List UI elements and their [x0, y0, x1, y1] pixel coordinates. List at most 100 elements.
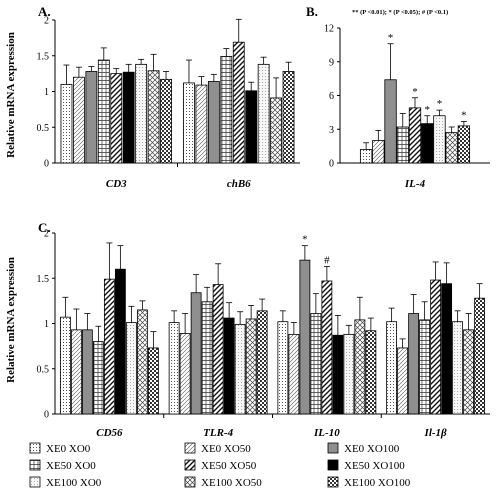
bar-xe0-xo50: [397, 347, 409, 415]
significance-note: ** (P <0.01); * (P <0.05); # (P <0.1): [352, 9, 448, 16]
significance-mark: *: [424, 104, 430, 116]
bar-xe100-xo100: [474, 297, 486, 415]
bar-xe0-xo0: [183, 82, 195, 164]
bar-xe100-xo0: [135, 63, 148, 164]
bar-xe50-xo50: [103, 278, 115, 415]
legend-swatch: [184, 459, 196, 471]
bar-xe0-xo100: [81, 329, 93, 415]
bar-xe50-xo100: [245, 90, 258, 164]
bar-xe50-xo50: [321, 280, 333, 415]
bar-xe0-xo0: [386, 321, 398, 415]
bar-xe50-xo0: [220, 56, 233, 164]
y-tick-label: 0.5: [37, 364, 50, 375]
bar-xe100-xo50: [147, 70, 160, 164]
bar-xe0-xo0: [59, 316, 71, 415]
bar-xe0-xo0: [359, 149, 373, 164]
bar-xe0-xo50: [70, 329, 82, 415]
category-label: IL-10: [313, 427, 340, 439]
bar-xe100-xo50: [445, 132, 458, 164]
legend-label: XE100 XO50: [201, 477, 262, 489]
bar-xe0-xo0: [277, 321, 289, 415]
bar-xe50-xo50: [212, 284, 224, 415]
significance-mark: *: [388, 32, 394, 44]
bar-xe100-xo100: [282, 71, 295, 164]
panel-c-ylabel: Relative mRNA expression: [5, 257, 17, 383]
legend-label: XE0 XO50: [201, 443, 251, 455]
panel-a-letter: A.: [38, 4, 51, 19]
y-tick-label: 0: [44, 410, 49, 421]
bar-xe100-xo50: [354, 319, 366, 415]
significance-mark: *: [461, 109, 467, 121]
bar-xe0-xo100: [299, 259, 311, 415]
y-tick-label: 6: [329, 91, 334, 102]
panel-c-letter: C.: [38, 220, 51, 235]
legend-swatch: [184, 476, 196, 488]
bar-xe0-xo100: [85, 71, 98, 164]
legend-swatch: [327, 476, 339, 488]
bar-xe50-xo100: [122, 71, 135, 164]
panel-a: 0 0.5 1 1.5 2 CD3 chB6: [37, 16, 300, 190]
category-label: CD3: [106, 178, 127, 190]
bar-xe50-xo0: [201, 301, 213, 415]
significance-mark: *: [437, 98, 443, 110]
bar-xe50-xo100: [332, 334, 344, 415]
bar-xe100-xo0: [343, 333, 355, 415]
bar-xe50-xo50: [408, 107, 422, 164]
legend-label: XE50 XO50: [201, 460, 257, 472]
legend-label: XE50 XO0: [46, 460, 96, 472]
bar-xe50-xo100: [441, 283, 453, 415]
y-tick-label: 1: [44, 87, 49, 98]
bar-xe0-xo50: [73, 76, 85, 164]
bar-xe50-xo50: [232, 41, 245, 164]
legend-label: XE0 XO0: [46, 443, 91, 455]
bar-xe100-xo0: [234, 324, 246, 415]
y-tick-label: 12: [324, 24, 334, 35]
legend-label: XE100 XO100: [344, 477, 411, 489]
bar-xe100-xo50: [136, 309, 148, 415]
bar-xe100-xo100: [147, 347, 159, 415]
y-tick-label: 0: [44, 159, 49, 170]
bar-xe0-xo100: [190, 292, 202, 415]
legend-label: XE50 XO100: [344, 460, 405, 472]
y-tick-label: 2: [44, 229, 49, 240]
bar-xe50-xo0: [310, 313, 322, 415]
bar-xe0-xo100: [384, 79, 397, 164]
bar-xe50-xo50: [430, 279, 442, 415]
bar-xe50-xo0: [97, 59, 110, 164]
bar-xe0-xo50: [288, 333, 300, 415]
bar-xe100-xo0: [257, 63, 270, 164]
bar-xe50-xo0: [92, 341, 104, 415]
panel-b: 0 3 6 9 12 * * * * * IL-4: [324, 24, 490, 190]
bar-xe100-xo100: [160, 78, 172, 164]
legend-swatch: [327, 459, 339, 471]
category-label: chB6: [227, 178, 251, 190]
bar-xe0-xo100: [408, 313, 420, 415]
bar-xe0-xo50: [179, 333, 191, 415]
bar-xe100-xo50: [245, 318, 257, 415]
y-tick-label: 2: [44, 16, 49, 27]
bar-xe50-xo100: [223, 317, 235, 415]
legend-label: XE100 XO0: [46, 477, 102, 489]
category-label: IL-4: [404, 178, 426, 190]
bar-xe100-xo100: [365, 330, 377, 415]
y-tick-label: 1.5: [37, 274, 50, 285]
bar-xe0-xo0: [168, 322, 180, 415]
significance-mark: *: [302, 234, 308, 246]
bar-xe100-xo100: [457, 125, 471, 164]
y-tick-label: 9: [329, 57, 334, 68]
panel-b-letter: B.: [306, 4, 318, 19]
bar-xe0-xo100: [207, 81, 220, 164]
panel-c: 0 0.5 1 1.5 2 CD56 TLR-4 * # IL-10 Il-1β: [37, 229, 490, 439]
legend-swatch: [29, 476, 41, 488]
bar-xe100-xo0: [452, 321, 464, 415]
bar-xe50-xo0: [396, 126, 409, 164]
y-tick-label: 3: [329, 125, 334, 136]
category-label: Il-1β: [424, 427, 448, 439]
bar-xe50-xo50: [110, 73, 123, 164]
category-label: CD56: [96, 427, 123, 439]
bar-xe50-xo100: [114, 268, 126, 415]
bar-xe100-xo0: [433, 115, 446, 164]
y-tick-label: 0: [329, 159, 334, 170]
bar-xe100-xo50: [463, 329, 475, 415]
legend-label: XE0 XO100: [344, 443, 400, 455]
